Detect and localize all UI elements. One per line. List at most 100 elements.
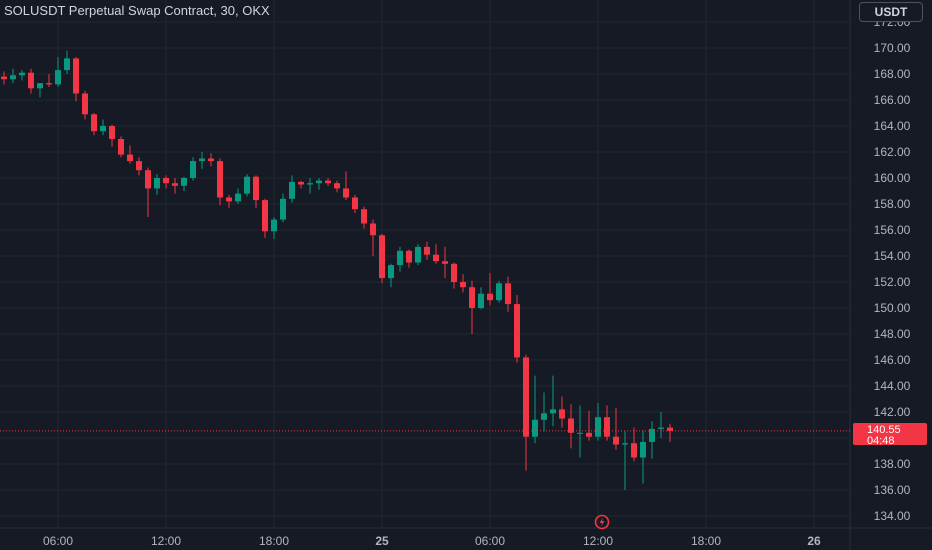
candle-body [10,75,16,80]
candle [523,354,529,471]
candle [73,57,79,102]
candle-body [640,441,646,458]
candle [37,83,43,98]
candle-body [28,72,34,89]
lightning-icon[interactable] [592,514,612,530]
candle [568,404,574,449]
candle-body [496,283,502,301]
x-tick-label: 18:00 [259,534,289,548]
y-tick-label: 160.00 [874,171,911,185]
y-tick-label: 150.00 [874,301,911,315]
candle-body [487,293,493,301]
candle [172,178,178,194]
candle-body [604,417,610,437]
candle-body [586,432,592,437]
candle-body [397,250,403,266]
candle [469,280,475,334]
currency-button[interactable]: USDT [859,2,923,22]
candle [235,188,241,204]
candle-body [172,183,178,186]
candle [289,175,295,203]
candle-body [406,250,412,263]
candle [631,427,637,462]
y-tick-label: 144.00 [874,379,911,393]
candle [487,272,493,306]
candle [244,174,250,197]
candle [280,193,286,223]
candle-body [325,180,331,184]
candle [649,421,655,459]
candle [307,178,313,194]
candle [658,412,664,438]
y-tick-label: 146.00 [874,353,911,367]
y-tick-label: 152.00 [874,275,911,289]
candle [1,71,7,85]
x-tick-label: 12:00 [151,534,181,548]
candle [442,246,448,279]
candle [388,263,394,288]
countdown-timer: 04:48 [867,435,895,447]
y-tick-label: 134.00 [874,509,911,523]
candle [595,402,601,441]
y-tick-label: 168.00 [874,67,911,81]
y-tick-label: 138.00 [874,457,911,471]
candle [325,178,331,186]
candle [361,206,367,229]
candle [271,217,277,240]
candle [550,375,556,427]
candle [298,180,304,189]
candle-body [298,181,304,185]
candle [262,198,268,238]
candle [370,219,376,256]
candle [199,152,205,169]
candle-body [19,72,25,76]
candle-body [388,265,394,279]
price-axis[interactable]: 134.00136.00138.00140.00142.00144.00146.… [874,15,911,523]
candle-body [280,198,286,220]
candle [604,405,610,441]
candle-body [307,183,313,185]
candle-body [55,70,61,85]
candle-body [568,418,574,433]
candle [10,68,16,84]
candle-body [127,154,133,162]
candle [415,244,421,266]
candle-body [262,200,268,232]
candle-body [541,413,547,420]
candle [541,392,547,432]
candles [1,50,673,490]
candle [613,408,619,450]
time-axis[interactable]: 06:00 12:00 18:00 25 06:00 12:00 18:00 26 [43,534,821,548]
candle [217,158,223,206]
candle-body [442,261,448,264]
candle-body [532,419,538,437]
candle [586,410,592,441]
x-tick-label: 12:00 [583,534,613,548]
candle-body [235,193,241,202]
candle [208,153,214,167]
candle-body [379,235,385,279]
candle [352,194,358,214]
y-tick-label: 158.00 [874,197,911,211]
candle [334,180,340,193]
candle-body [649,428,655,442]
candle-body [352,197,358,210]
candle-body [631,443,637,458]
candle-body [91,114,97,132]
candle-body [118,139,124,155]
y-tick-label: 156.00 [874,223,911,237]
y-tick-label: 154.00 [874,249,911,263]
candle [514,295,520,363]
candle [190,157,196,181]
x-tick-label: 06:00 [475,534,505,548]
candle [406,249,412,268]
candle [379,233,385,284]
last-price-tag: 140.55 04:48 [853,423,927,447]
candle-body [577,432,583,434]
candle-body [154,178,160,189]
y-tick-label: 170.00 [874,41,911,55]
candle-body [199,158,205,162]
candle [91,113,97,136]
candle-body [667,427,673,431]
